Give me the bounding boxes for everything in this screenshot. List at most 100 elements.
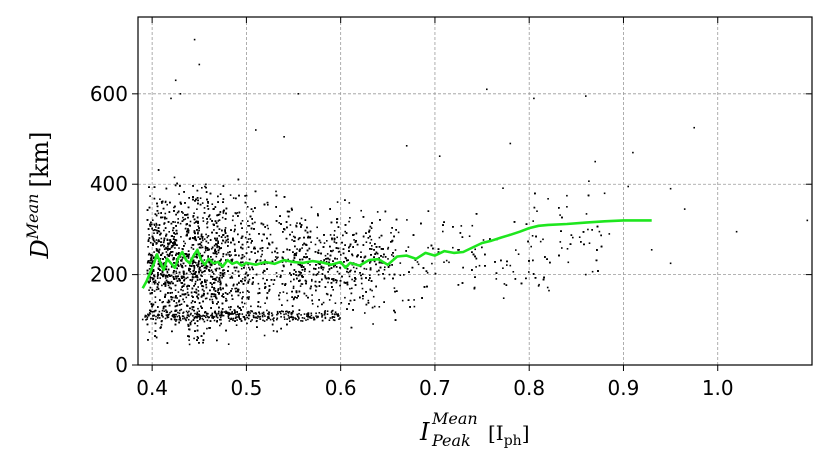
scatter-point <box>243 255 246 258</box>
scatter-point <box>149 225 152 227</box>
scatter-point <box>184 265 187 267</box>
scatter-point <box>237 215 239 217</box>
scatter-point <box>588 242 591 244</box>
scatter-point <box>304 229 307 232</box>
scatter-point <box>240 257 243 260</box>
scatter-point <box>160 273 162 275</box>
scatter-point <box>196 325 199 327</box>
scatter-point <box>514 278 517 280</box>
scatter-point <box>167 284 170 287</box>
scatter-point <box>193 337 195 340</box>
scatter-point <box>213 293 215 295</box>
scatter-point <box>180 288 182 291</box>
scatter-point <box>182 212 184 214</box>
scatter-point <box>338 272 341 275</box>
scatter-point <box>327 257 329 260</box>
scatter-point <box>165 265 168 268</box>
scatter-point <box>291 231 293 233</box>
scatter-point <box>315 289 317 292</box>
scatter-point <box>242 283 245 285</box>
scatter-point <box>200 274 202 277</box>
scatter-point <box>214 310 216 313</box>
scatter-point <box>474 276 476 278</box>
scatter-point <box>299 264 301 266</box>
scatter-point <box>345 257 347 260</box>
scatter-point <box>324 276 327 279</box>
scatter-point <box>191 295 193 297</box>
scatter-point <box>235 324 238 326</box>
scatter-point <box>192 198 194 201</box>
scatter-point <box>202 220 205 222</box>
scatter-point <box>191 263 194 265</box>
scatter-point <box>159 290 162 292</box>
scatter-point <box>157 272 159 274</box>
scatter-point <box>152 311 154 313</box>
scatter-point <box>232 239 235 242</box>
scatter-point <box>217 249 220 252</box>
scatter-point <box>289 233 291 236</box>
scatter-point <box>333 239 336 241</box>
scatter-point <box>194 280 197 283</box>
scatter-point <box>151 305 153 308</box>
scatter-point <box>405 250 407 252</box>
scatter-point <box>188 339 190 341</box>
scatter-point <box>339 284 341 287</box>
scatter-point <box>165 217 168 220</box>
scatter-point <box>155 239 158 241</box>
scatter-point <box>252 210 254 213</box>
scatter-point <box>188 269 190 272</box>
scatter-point <box>330 267 333 269</box>
scatter-point <box>153 310 156 313</box>
scatter-point <box>380 255 382 257</box>
scatter-point <box>183 245 185 247</box>
scatter-point <box>249 238 252 240</box>
scatter-point <box>215 279 217 281</box>
scatter-point <box>301 275 303 278</box>
scatter-point <box>351 287 353 290</box>
scatter-point <box>472 253 475 256</box>
scatter-point <box>350 292 353 295</box>
scatter-point <box>297 295 299 297</box>
scatter-point <box>187 255 190 258</box>
scatter-point <box>152 242 154 245</box>
scatter-point <box>316 237 319 239</box>
scatter-point <box>305 294 308 297</box>
scatter-point <box>315 274 318 276</box>
scatter-point <box>152 238 155 240</box>
scatter-point <box>194 232 196 235</box>
scatter-point <box>355 267 358 270</box>
scatter-point <box>294 296 296 298</box>
scatter-point <box>360 251 362 253</box>
scatter-point <box>205 314 208 316</box>
scatter-point <box>189 307 191 310</box>
scatter-point <box>239 291 241 294</box>
scatter-point <box>360 256 362 258</box>
scatter-point <box>157 250 160 253</box>
scatter-point <box>214 220 217 222</box>
scatter-point <box>176 275 179 278</box>
scatter-point <box>192 196 194 198</box>
scatter-point <box>290 280 292 283</box>
scatter-point <box>199 238 201 240</box>
scatter-point <box>194 271 197 274</box>
scatter-point <box>494 261 496 263</box>
scatter-point <box>147 260 150 262</box>
scatter-points <box>141 38 809 346</box>
scatter-point <box>209 266 211 269</box>
scatter-point <box>191 306 193 308</box>
scatter-point <box>205 283 207 286</box>
scatter-point <box>321 273 324 275</box>
scatter-point <box>572 236 574 239</box>
scatter-point <box>502 187 504 189</box>
scatter-point <box>195 198 197 201</box>
scatter-point <box>276 252 279 254</box>
scatter-point <box>530 245 532 248</box>
scatter-point <box>168 242 171 245</box>
scatter-point <box>536 210 538 212</box>
scatter-point <box>203 207 206 209</box>
scatter-point <box>295 253 297 255</box>
scatter-point <box>387 248 389 250</box>
scatter-point <box>328 264 330 267</box>
scatter-point <box>525 277 527 280</box>
scatter-point <box>341 241 343 244</box>
